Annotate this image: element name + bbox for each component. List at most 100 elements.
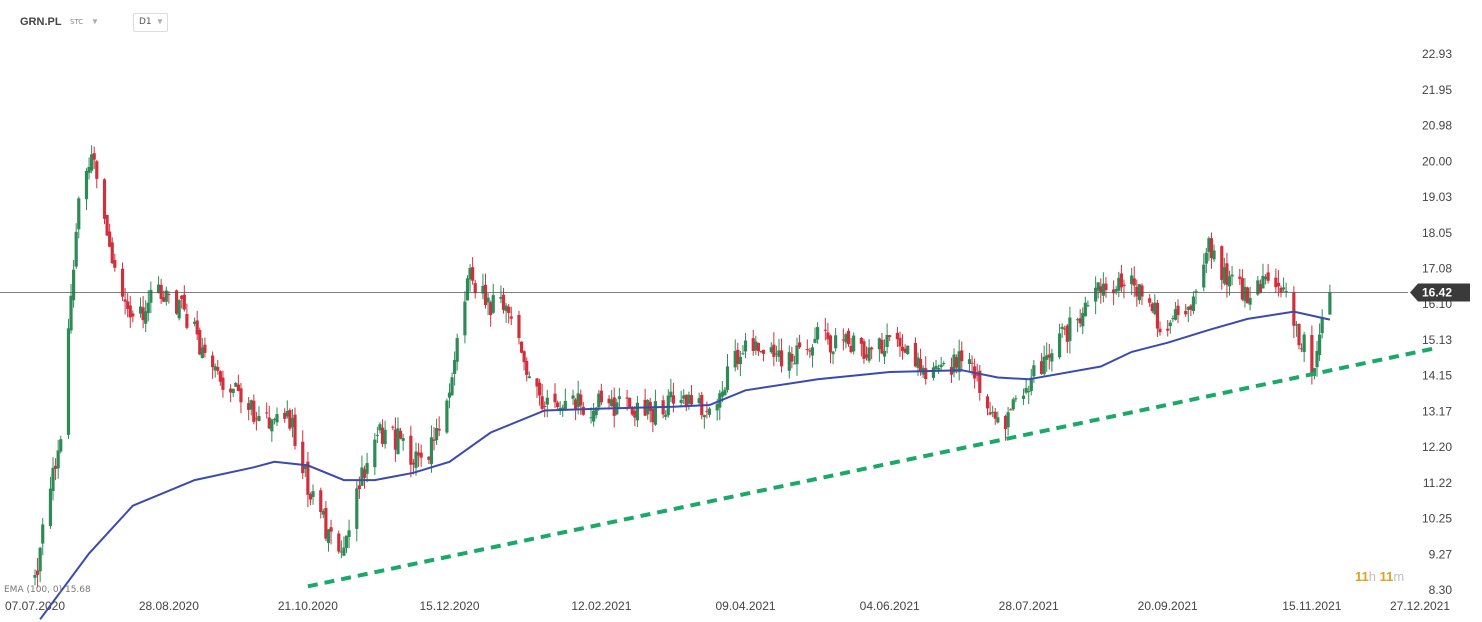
candle-up [885,323,889,354]
candle-up [810,344,815,368]
candle-body [35,570,40,575]
candle-down [1065,323,1069,354]
candle-body [275,414,279,423]
candle-body [599,390,603,403]
candle-up [635,396,639,428]
candle-body [870,347,874,350]
candle-down [324,501,328,541]
candle-up [396,417,400,455]
candle-body [918,359,923,372]
symbol-label[interactable]: GRN.PL [20,16,62,28]
candle-body [1315,350,1319,368]
candle-body [1029,377,1033,392]
candle-up [852,332,856,355]
candle-body [1168,322,1172,327]
candle-body [1003,415,1008,429]
indicator-label[interactable]: EMA (100, 0) 15.68 [4,585,91,595]
candle-up [375,426,379,443]
candle-body [1191,296,1196,311]
candle-body [126,301,130,310]
candle-body [213,366,217,371]
candle-body [913,342,918,367]
support-trendline [307,346,1436,589]
candle-down [229,384,233,403]
candle-body [756,342,760,352]
candle-body [1011,399,1015,410]
candle-down [319,487,323,519]
candle-body [1057,333,1062,358]
trendline [307,346,1436,589]
candle-body [792,363,797,365]
candle-down [1104,277,1108,298]
candle-up [1096,282,1100,299]
candle-body [689,395,694,405]
candle-body [970,362,974,364]
candle-body [1227,276,1232,287]
candle-up [957,339,961,381]
candle-body [326,529,331,543]
candle-down [1245,286,1250,304]
candle-body [72,269,76,301]
candle-down [432,427,436,451]
candle-down [337,530,341,554]
candle-down [416,443,421,467]
candle-body [862,341,866,359]
last-price-marker: 16.42 [0,283,1470,302]
candle-body [180,295,184,299]
candle-body [149,289,153,303]
candle-body [1310,335,1314,376]
candle-up [610,390,614,407]
candle-body [507,306,511,313]
candle-body [419,452,423,458]
candle-up [967,352,972,373]
candle-down [828,334,833,364]
candle-down [671,382,676,413]
candle-body [267,417,271,429]
candle-up [401,433,405,451]
candle-up [1014,395,1018,403]
candle-body [1119,273,1123,288]
candle-up [777,338,781,362]
candle-body [795,345,799,365]
candle-body [491,295,495,313]
last-price-tag [1410,283,1470,302]
candle-up [486,293,490,316]
exchange-label[interactable]: STC [70,18,84,26]
candle-body [159,284,163,300]
candle-body [651,408,655,423]
candle-up [738,350,742,377]
candle-body [859,337,863,344]
chevron-down-icon[interactable]: ▼ [91,17,99,26]
candle-down [864,346,869,361]
candle-body [1096,282,1100,291]
candle-body [736,349,740,365]
candle-body [1263,276,1268,280]
candle-body [1047,354,1051,358]
ema-line [39,310,1331,620]
x-tick-label: 21.10.2020 [278,599,338,613]
candle-body [1094,287,1098,302]
timeframe-select[interactable]: D1 ▼ [133,13,168,32]
candle-up [617,387,621,408]
candle-body [429,437,434,465]
candle-body [1024,387,1028,393]
candle-body [41,524,45,544]
candle-up [146,290,150,322]
candle-up [272,417,277,425]
candle-body [221,377,225,390]
candle-body [254,418,258,420]
candle-up [1045,342,1049,372]
candle-up [1011,397,1015,411]
candle-body [960,350,964,362]
candle-body [489,302,493,316]
x-tick-label: 12.02.2021 [571,599,631,613]
candle-down [841,328,845,351]
candle-body [1212,250,1216,260]
candle-body [252,400,256,422]
candle-body [216,367,220,371]
candle-down [522,350,526,371]
candle-body [684,394,688,408]
candle-body [571,395,575,399]
candle-down [221,370,225,398]
